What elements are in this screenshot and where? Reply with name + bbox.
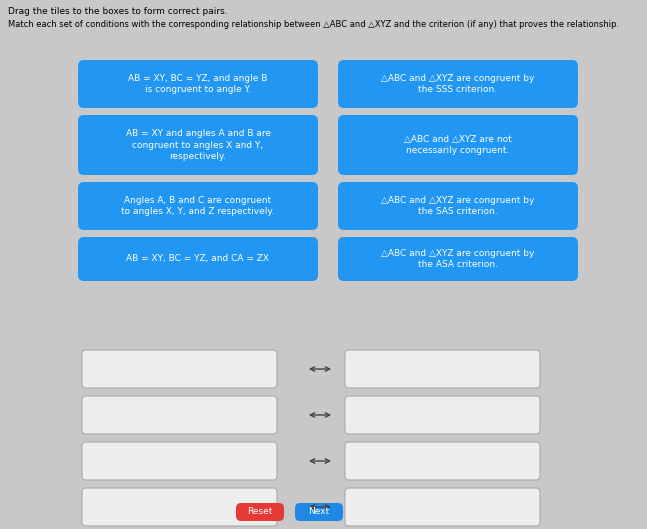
Text: AB = XY and angles A and B are
congruent to angles X and Y,
respectively.: AB = XY and angles A and B are congruent… xyxy=(126,129,270,161)
FancyBboxPatch shape xyxy=(345,488,540,526)
Text: AB = XY, BC = YZ, and angle B
is congruent to angle Y.: AB = XY, BC = YZ, and angle B is congrue… xyxy=(128,74,268,94)
Text: Drag the tiles to the boxes to form correct pairs.: Drag the tiles to the boxes to form corr… xyxy=(8,7,228,16)
Text: △ABC and △XYZ are congruent by
the SSS criterion.: △ABC and △XYZ are congruent by the SSS c… xyxy=(381,74,534,94)
Text: AB = XY, BC = YZ, and CA = ZX: AB = XY, BC = YZ, and CA = ZX xyxy=(127,254,270,263)
FancyBboxPatch shape xyxy=(338,182,578,230)
FancyBboxPatch shape xyxy=(82,442,277,480)
Text: Next: Next xyxy=(309,507,329,516)
FancyBboxPatch shape xyxy=(338,60,578,108)
FancyBboxPatch shape xyxy=(345,442,540,480)
Text: Match each set of conditions with the corresponding relationship between △ABC an: Match each set of conditions with the co… xyxy=(8,20,619,29)
FancyBboxPatch shape xyxy=(78,115,318,175)
Text: Reset: Reset xyxy=(247,507,272,516)
Text: △ABC and △XYZ are congruent by
the ASA criterion.: △ABC and △XYZ are congruent by the ASA c… xyxy=(381,249,534,269)
Text: △ABC and △XYZ are not
necessarily congruent.: △ABC and △XYZ are not necessarily congru… xyxy=(404,134,512,156)
Text: △ABC and △XYZ are congruent by
the SAS criterion.: △ABC and △XYZ are congruent by the SAS c… xyxy=(381,196,534,216)
FancyBboxPatch shape xyxy=(82,396,277,434)
FancyBboxPatch shape xyxy=(78,237,318,281)
FancyBboxPatch shape xyxy=(82,488,277,526)
FancyBboxPatch shape xyxy=(295,503,343,521)
FancyBboxPatch shape xyxy=(345,396,540,434)
Text: Angles A, B and C are congruent
to angles X, Y, and Z respectively.: Angles A, B and C are congruent to angle… xyxy=(122,196,275,216)
FancyBboxPatch shape xyxy=(78,60,318,108)
FancyBboxPatch shape xyxy=(345,350,540,388)
FancyBboxPatch shape xyxy=(338,237,578,281)
FancyBboxPatch shape xyxy=(78,182,318,230)
FancyBboxPatch shape xyxy=(338,115,578,175)
FancyBboxPatch shape xyxy=(236,503,284,521)
FancyBboxPatch shape xyxy=(82,350,277,388)
